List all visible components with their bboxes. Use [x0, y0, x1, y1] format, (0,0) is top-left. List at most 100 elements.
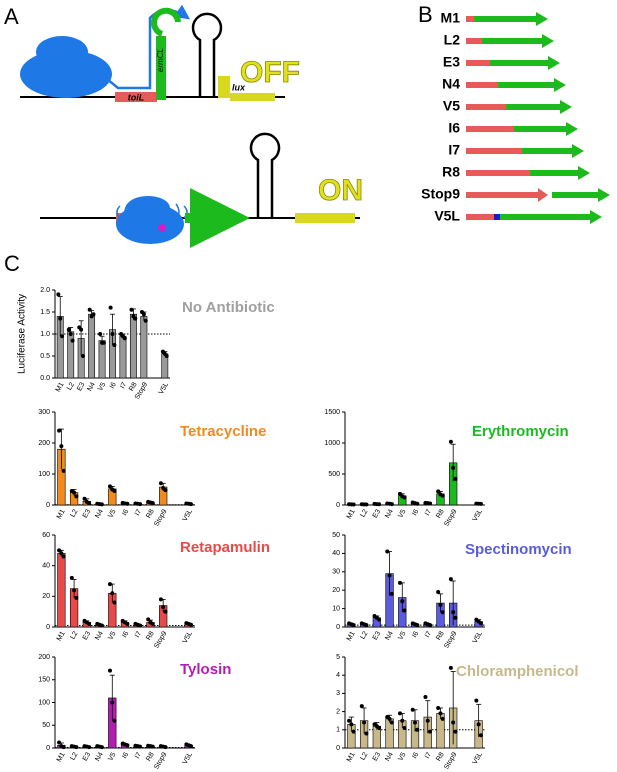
arrow-green: [522, 148, 572, 154]
arrow-red: [466, 126, 514, 132]
data-point: [428, 501, 433, 506]
x-tick-label: E3: [82, 751, 92, 762]
arrow-head: [598, 188, 610, 202]
data-point: [150, 744, 155, 749]
construct-label: V5L: [434, 208, 460, 224]
data-point: [72, 490, 77, 495]
state-label: ON: [318, 174, 363, 207]
data-point: [351, 623, 356, 628]
data-point: [112, 718, 117, 723]
x-tick-label: V5L: [182, 630, 194, 644]
construct-label: I6: [448, 120, 460, 136]
arrow-green: [482, 38, 542, 44]
construct-label: R8: [442, 164, 460, 180]
data-point: [138, 623, 143, 628]
data-point: [101, 340, 106, 345]
data-point: [158, 597, 163, 602]
data-point: [110, 700, 115, 705]
charts: 0.0 0.5 1.0 1.5 2.0 Luciferase Activity No Ant…: [17, 287, 579, 771]
arrow-head: [566, 122, 578, 136]
arrow-head: [542, 34, 554, 48]
data-point: [58, 316, 63, 321]
data-point: [60, 334, 65, 339]
y-tick-label: 150: [38, 677, 50, 684]
x-tick-label: E3: [82, 508, 92, 519]
y-tick-label: 1.0: [40, 331, 50, 338]
y-tick-label: 0.5: [40, 353, 50, 360]
data-point: [188, 622, 193, 627]
data-point: [163, 488, 168, 493]
y-tick-label: 1: [336, 727, 340, 734]
arrow-red: [466, 170, 530, 176]
data-point: [402, 725, 407, 730]
data-point: [451, 465, 456, 470]
x-tick-label: L2: [359, 630, 369, 640]
arrow-red: [466, 38, 482, 44]
x-tick-label: V5L: [472, 508, 484, 522]
data-point: [347, 718, 352, 723]
y-tick-label: 0: [46, 745, 50, 752]
x-tick-label: Stop9: [153, 630, 168, 649]
data-point: [82, 496, 87, 501]
panel-label: A: [4, 4, 19, 29]
chart-title: Tetracycline: [180, 423, 266, 440]
y-tick-label: 2.0: [40, 287, 50, 294]
arrow-head: [578, 166, 590, 180]
data-point: [425, 718, 430, 723]
data-point: [364, 731, 369, 736]
x-tick-label: I6: [109, 381, 118, 390]
x-tick-label: E3: [372, 751, 382, 762]
arrow-head: [554, 78, 566, 92]
data-point: [453, 476, 458, 481]
data-point: [133, 316, 138, 321]
data-point: [74, 494, 79, 499]
data-point: [99, 745, 104, 750]
x-tick-label: V5L: [158, 381, 170, 395]
arrow-green: [474, 16, 536, 22]
data-point: [385, 549, 390, 554]
chart-title: Erythromycin: [472, 423, 569, 440]
data-point: [413, 720, 417, 725]
x-tick-label: I7: [424, 508, 433, 517]
data-point: [107, 668, 112, 673]
x-tick-label: Stop9: [153, 508, 168, 527]
x-tick-label: V5L: [472, 751, 484, 765]
x-tick-label: M1: [55, 381, 66, 393]
data-point: [91, 312, 96, 317]
y-tick-label: 10: [332, 605, 340, 612]
x-tick-label: L2: [69, 751, 79, 761]
y-tick-label: 1500: [324, 409, 340, 416]
construct-label: Stop9: [421, 186, 460, 202]
x-tick-label: N4: [384, 751, 395, 762]
data-point: [440, 610, 445, 615]
data-point: [351, 502, 356, 507]
arrow-head: [590, 210, 602, 224]
data-point: [99, 502, 104, 507]
data-point: [438, 711, 443, 716]
diagram-off: [20, 4, 285, 102]
x-tick-label: V5: [397, 508, 407, 519]
data-point: [478, 733, 483, 738]
x-tick-label: E3: [82, 630, 92, 641]
data-point: [69, 575, 74, 580]
arrow-green: [490, 60, 548, 66]
data-point: [57, 548, 62, 553]
x-tick-label: V5L: [472, 630, 484, 644]
x-tick-label: I6: [121, 751, 130, 760]
x-tick-label: E3: [372, 630, 382, 641]
data-point: [440, 716, 445, 721]
x-tick-label: N4: [94, 751, 105, 762]
construct-label: I7: [448, 142, 460, 158]
arrow-green: [500, 214, 590, 220]
data-point: [478, 501, 483, 506]
data-point: [377, 617, 382, 622]
y-tick-label: 5: [336, 654, 340, 661]
bar: [57, 553, 66, 628]
y-tick-label: 30: [332, 569, 340, 576]
x-tick-label: V5: [397, 751, 407, 762]
arrow-green: [506, 104, 560, 110]
y-tick-label: 40: [42, 563, 50, 570]
data-point: [74, 595, 79, 600]
data-point: [436, 489, 441, 494]
y-tick-label: 50: [42, 722, 50, 729]
